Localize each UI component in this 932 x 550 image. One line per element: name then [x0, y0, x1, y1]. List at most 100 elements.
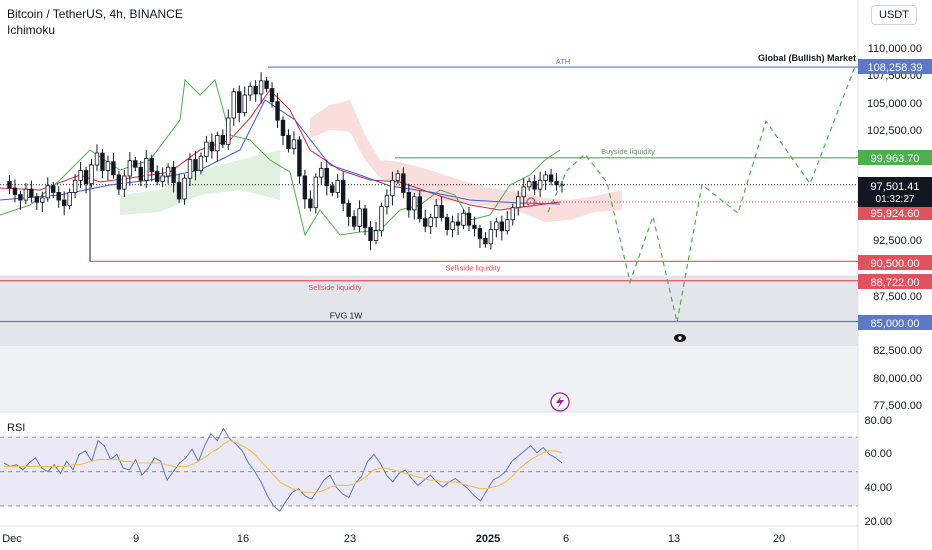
- candle: [237, 91, 242, 113]
- candle: [548, 174, 554, 182]
- bolt-icon-glyph: [556, 396, 564, 408]
- countdown-value: 01:32:27: [876, 194, 915, 205]
- candle: [373, 230, 379, 241]
- lower-zone: [0, 346, 858, 412]
- candle: [187, 159, 193, 179]
- candle: [401, 173, 406, 193]
- candle: [61, 199, 67, 206]
- candle: [215, 135, 220, 152]
- candle: [346, 202, 351, 217]
- price-label-text: 108,258.39: [867, 62, 922, 74]
- sellside-label: Sellside liquidity: [308, 283, 362, 292]
- candle: [390, 179, 395, 197]
- candle: [488, 229, 494, 245]
- eye-icon: [674, 334, 686, 342]
- price-label-text: 99,963.70: [871, 153, 920, 165]
- candle: [12, 187, 18, 195]
- candle: [335, 179, 340, 193]
- candle: [94, 152, 100, 166]
- y-tick-label: 110,000.00: [868, 43, 922, 55]
- y-tick-label: 77,500.00: [873, 400, 922, 412]
- candle: [231, 91, 236, 119]
- rsi-line: [3, 427, 563, 512]
- kijun-line: [0, 89, 561, 211]
- candle: [526, 181, 532, 188]
- candle: [226, 117, 231, 145]
- price-label-text: 88,722.00: [871, 277, 920, 289]
- candle: [510, 207, 515, 221]
- x-tick-label: 13: [668, 533, 680, 545]
- x-tick-label: 16: [237, 533, 249, 545]
- candle: [193, 159, 198, 171]
- candle: [291, 139, 297, 150]
- x-tick-label: Dec: [2, 533, 22, 545]
- candle: [379, 206, 384, 232]
- current-price-value: 97,501.41: [871, 181, 920, 193]
- candle: [176, 182, 182, 200]
- candle: [209, 141, 215, 152]
- candle: [280, 119, 286, 136]
- x-tick-label: 23: [344, 533, 356, 545]
- candle: [165, 166, 171, 177]
- candle: [78, 170, 83, 181]
- entry-marker: [526, 197, 536, 207]
- selliside-label: Selliside liquidity: [445, 263, 500, 272]
- candle: [171, 166, 176, 183]
- candle: [319, 167, 324, 178]
- rsi-tick-label: 60.00: [864, 448, 892, 460]
- candle: [444, 217, 450, 231]
- eye-icon-pupil: [678, 336, 682, 340]
- candle: [7, 181, 12, 189]
- rsi-ma-line: [4, 440, 563, 493]
- currency-selector[interactable]: USDT: [856, 0, 932, 30]
- candle: [450, 221, 455, 231]
- price-label-bg: [858, 205, 932, 220]
- candle: [362, 208, 368, 228]
- candle: [505, 219, 510, 232]
- candle: [198, 155, 204, 171]
- x-tick-label: 9: [133, 533, 139, 545]
- current-price-bg: [858, 177, 932, 207]
- candle: [56, 192, 61, 201]
- candle: [127, 160, 133, 177]
- y-tick-label: 102,500.00: [867, 125, 922, 137]
- price-label-sellside: 95,924.60: [858, 205, 932, 220]
- candle: [330, 185, 335, 193]
- candle: [521, 186, 526, 198]
- price-label-fvg: 85,000.00: [858, 315, 932, 330]
- x-tick-label: 20: [773, 533, 785, 545]
- candle: [297, 139, 302, 177]
- candle: [532, 181, 537, 190]
- candle: [537, 179, 543, 190]
- candle: [466, 212, 472, 226]
- candle: [144, 158, 149, 181]
- candle: [204, 141, 209, 157]
- candle: [253, 85, 258, 95]
- price-label-buyside: 99,963.70: [858, 150, 932, 165]
- candle: [302, 175, 308, 200]
- candle: [455, 221, 461, 226]
- candle: [543, 174, 548, 181]
- candle: [105, 161, 111, 171]
- currency-label: USDT: [871, 5, 917, 25]
- price-label-bg: [858, 255, 932, 270]
- candle: [154, 171, 160, 182]
- candle: [406, 192, 412, 211]
- chikou-line: [0, 78, 561, 237]
- candle: [472, 224, 477, 229]
- candle: [269, 88, 275, 103]
- candle: [433, 205, 439, 218]
- candle: [412, 196, 417, 211]
- rsi-tick-label: 40.00: [864, 482, 892, 494]
- candle: [111, 161, 116, 176]
- candle: [34, 196, 40, 203]
- candle: [351, 216, 357, 227]
- candle: [220, 135, 226, 145]
- x-tick-label: 6: [563, 533, 569, 545]
- indicator-label[interactable]: Ichimoku: [7, 23, 56, 37]
- price-label-bg: [858, 315, 932, 330]
- candle: [89, 164, 94, 185]
- price-label-bg: [858, 150, 932, 165]
